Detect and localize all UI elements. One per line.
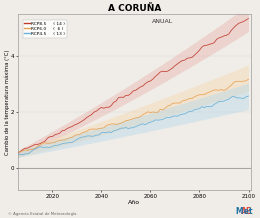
Text: AE: AE: [241, 207, 252, 216]
Text: Met: Met: [228, 207, 252, 216]
Y-axis label: Cambio de la temperatura máxima (°C): Cambio de la temperatura máxima (°C): [4, 49, 10, 155]
Text: ANUAL: ANUAL: [152, 19, 173, 24]
Title: A CORUÑA: A CORUÑA: [108, 4, 161, 13]
X-axis label: Año: Año: [128, 200, 141, 205]
Text: © Agencia Estatal de Meteorología: © Agencia Estatal de Meteorología: [8, 212, 76, 216]
Legend: RCP8.5     ( 14 ), RCP6.0     (  6 ), RCP4.5     ( 13 ): RCP8.5 ( 14 ), RCP6.0 ( 6 ), RCP4.5 ( 13…: [23, 20, 67, 38]
